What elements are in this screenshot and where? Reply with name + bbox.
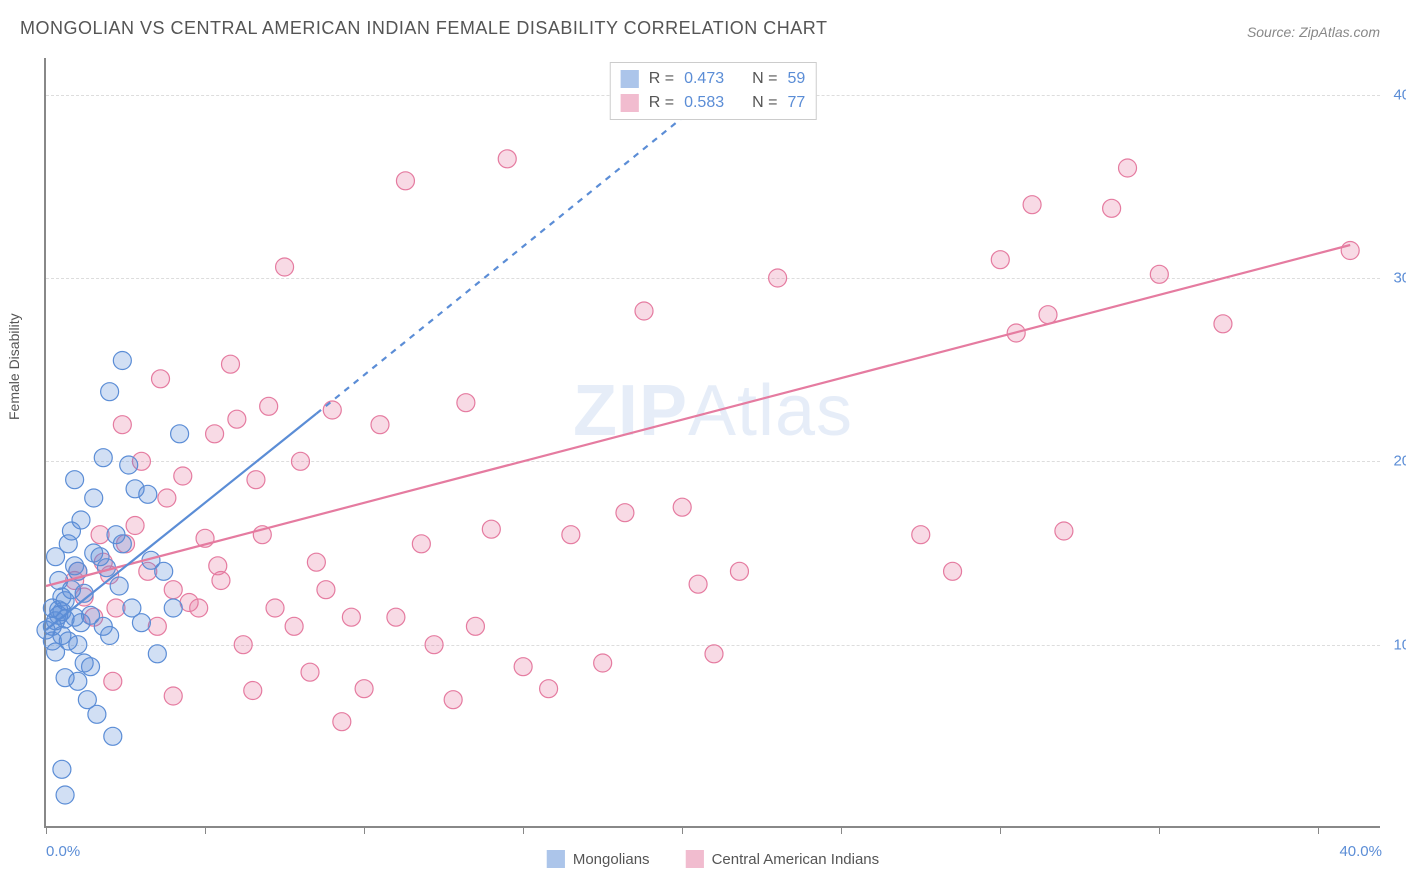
ytick-label: 40.0% <box>1393 86 1406 103</box>
legend-label: Mongolians <box>573 851 650 868</box>
source-label: Source: ZipAtlas.com <box>1247 24 1380 40</box>
xtick-label-right: 40.0% <box>1339 843 1382 860</box>
y-axis-label: Female Disability <box>6 313 22 420</box>
xtick-label-left: 0.0% <box>46 843 80 860</box>
swatch-cai-icon <box>621 94 639 112</box>
stats-legend-box: R = 0.473 N = 59 R = 0.583 N = 77 <box>610 62 817 120</box>
stats-row-a: R = 0.473 N = 59 <box>621 67 806 91</box>
swatch-mongolians-icon <box>621 70 639 88</box>
swatch-mongolians-icon <box>547 850 565 868</box>
legend-label: Central American Indians <box>712 851 880 868</box>
ytick-label: 20.0% <box>1393 453 1406 470</box>
swatch-cai-icon <box>686 850 704 868</box>
chart-title: MONGOLIAN VS CENTRAL AMERICAN INDIAN FEM… <box>20 18 827 39</box>
chart-container: MONGOLIAN VS CENTRAL AMERICAN INDIAN FEM… <box>0 0 1406 892</box>
legend-item-cai: Central American Indians <box>686 850 880 868</box>
legend-item-mongolians: Mongolians <box>547 850 650 868</box>
plot-area: ZIPAtlas 10.0%20.0%30.0%40.0% 0.0% 40.0%… <box>44 58 1380 828</box>
ytick-label: 10.0% <box>1393 636 1406 653</box>
stats-row-b: R = 0.583 N = 77 <box>621 91 806 115</box>
ytick-label: 30.0% <box>1393 270 1406 287</box>
plot-svg <box>46 58 1380 826</box>
bottom-legend: Mongolians Central American Indians <box>547 850 879 868</box>
